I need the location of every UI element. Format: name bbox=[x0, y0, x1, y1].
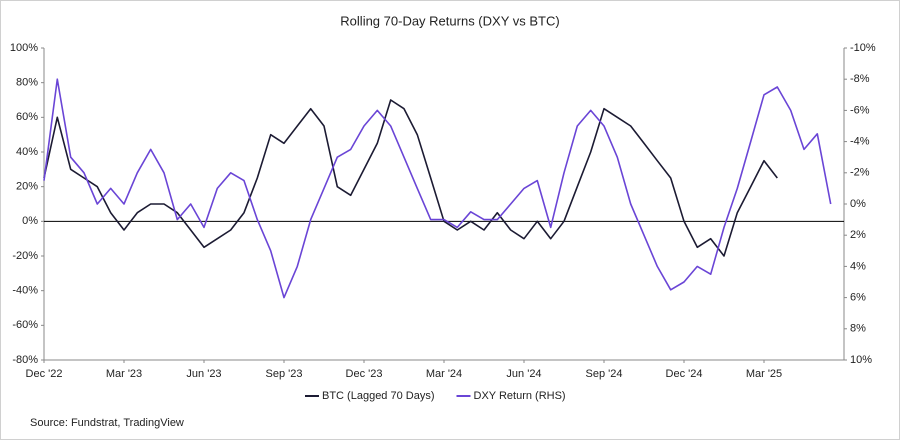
y-tick-label: 0% bbox=[22, 215, 38, 227]
y-tick-label: -20% bbox=[12, 250, 38, 262]
y-tick-label: 40% bbox=[16, 146, 38, 158]
x-tick-label: Mar '25 bbox=[746, 368, 782, 380]
series-line bbox=[43, 78, 832, 299]
legend-label: DXY Return (RHS) bbox=[474, 390, 566, 402]
x-tick-label: Dec '24 bbox=[666, 368, 703, 380]
y-tick-label: 80% bbox=[16, 77, 38, 89]
y2-tick-label: -10% bbox=[850, 42, 876, 54]
series-line bbox=[43, 99, 778, 257]
x-tick-label: Dec '23 bbox=[346, 368, 383, 380]
y2-tick-label: -2% bbox=[850, 167, 870, 179]
x-tick-label: Sep '23 bbox=[266, 368, 303, 380]
y2-tick-label: -8% bbox=[850, 73, 870, 85]
y-tick-label: 60% bbox=[16, 111, 38, 123]
y2-tick-label: 0% bbox=[850, 198, 866, 210]
y2-tick-label: -4% bbox=[850, 136, 870, 148]
chart-title: Rolling 70-Day Returns (DXY vs BTC) bbox=[340, 13, 559, 28]
x-tick-label: Jun '23 bbox=[186, 368, 221, 380]
x-tick-label: Mar '23 bbox=[106, 368, 142, 380]
y-tick-label: -60% bbox=[12, 319, 38, 331]
y2-tick-label: 8% bbox=[850, 323, 866, 335]
x-tick-label: Mar '24 bbox=[426, 368, 462, 380]
source-note: Source: Fundstrat, TradingView bbox=[30, 417, 184, 429]
y-tick-label: -40% bbox=[12, 285, 38, 297]
x-tick-label: Jun '24 bbox=[506, 368, 541, 380]
y2-tick-label: 6% bbox=[850, 292, 866, 304]
x-tick-label: Sep '24 bbox=[586, 368, 623, 380]
y-tick-label: -80% bbox=[12, 354, 38, 366]
y2-tick-label: 2% bbox=[850, 229, 866, 241]
y-tick-label: 100% bbox=[10, 42, 38, 54]
legend-label: BTC (Lagged 70 Days) bbox=[322, 390, 435, 402]
x-tick-label: Dec '22 bbox=[26, 368, 63, 380]
y2-tick-label: -6% bbox=[850, 104, 870, 116]
y2-tick-label: 10% bbox=[850, 354, 872, 366]
y-tick-label: 20% bbox=[16, 181, 38, 193]
y2-tick-label: 4% bbox=[850, 260, 866, 272]
